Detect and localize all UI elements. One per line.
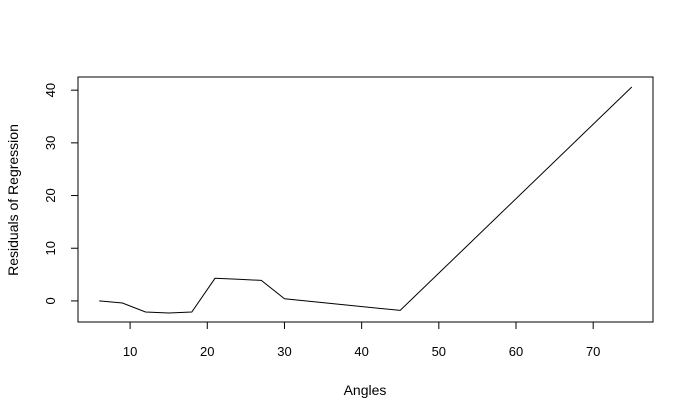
x-axis: 10 20 30 40 50 60 70: [123, 321, 600, 359]
x-tick-label: 50: [432, 344, 446, 359]
y-tick-label: 30: [43, 136, 58, 150]
y-tick-label: 10: [43, 241, 58, 255]
y-axis-label: Residuals of Regression: [5, 124, 21, 276]
plot-frame: [77, 76, 654, 323]
series-line: [99, 86, 633, 314]
x-tick-label: 30: [277, 344, 291, 359]
y-tick-label: 40: [43, 83, 58, 97]
x-tick-label: 40: [354, 344, 368, 359]
y-axis: 0 10 20 30 40: [43, 83, 79, 305]
x-axis-label: Angles: [344, 382, 387, 398]
x-tick-label: 20: [200, 344, 214, 359]
y-tick-label: 0: [43, 297, 58, 304]
x-tick-label: 10: [123, 344, 137, 359]
x-tick-label: 70: [586, 344, 600, 359]
x-tick-label: 60: [509, 344, 523, 359]
y-tick-label: 20: [43, 188, 58, 202]
